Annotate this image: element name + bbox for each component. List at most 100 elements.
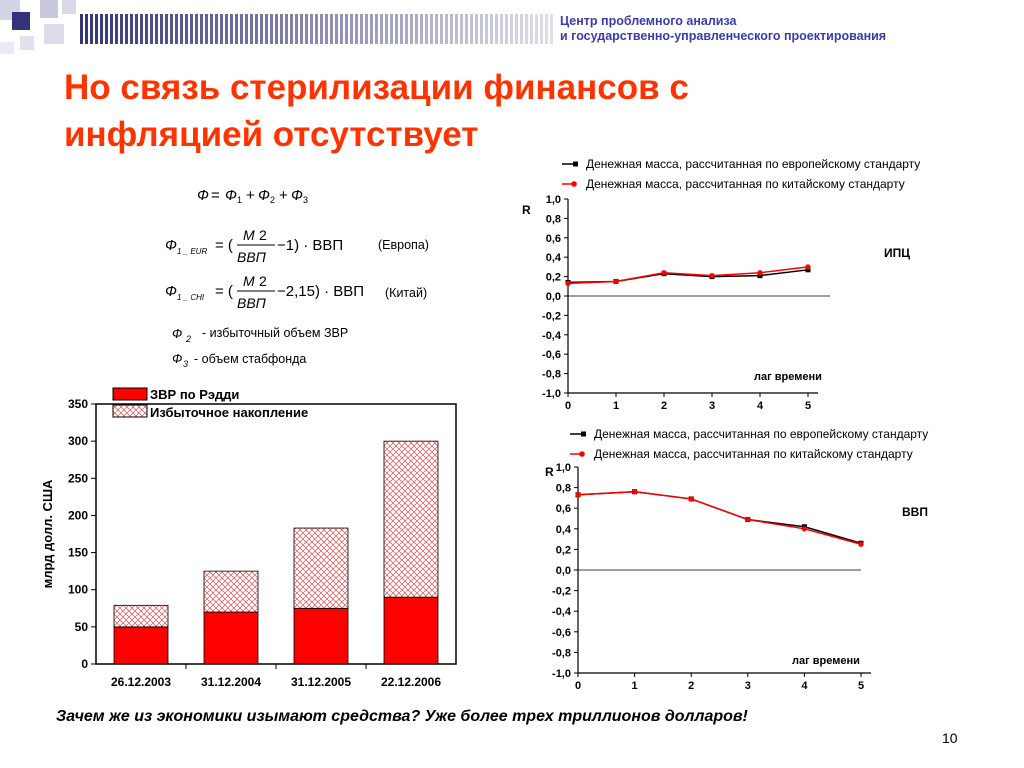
deco-square [0,42,14,54]
data-point-circle [575,492,581,498]
bar-x-tick-label: 31.12.2004 [201,675,261,689]
deco-square [20,36,34,50]
y-tick-label: 0,6 [556,503,571,515]
svg-text:−1) · ВВП: −1) · ВВП [277,237,343,254]
page-title: Но связь стерилизации финансов с инфляци… [64,64,884,158]
y-tick-label: 0,0 [556,565,571,577]
x-tick-label: 4 [757,400,764,412]
svg-text:2: 2 [185,334,191,344]
legend-label: Денежная масса, рассчитанная по китайско… [594,447,913,461]
y-tick-label: -0,2 [552,586,571,598]
svg-text:+: + [246,187,255,204]
svg-text:3: 3 [303,195,308,205]
y-axis-label: R [522,203,531,217]
bar-chart-plot: млрд долл. США 0 50 100 150 200 250 300 350 26.1… [40,397,457,689]
y-tick-label: 1,0 [556,462,571,474]
footer-question: Зачем же из экономики изымают средства? … [56,708,748,725]
data-point-circle [709,273,715,279]
bar-segment-reserves [383,596,439,665]
data-point-circle [688,496,694,502]
y-tick-label: -0,8 [542,369,561,381]
page-number: 10 [942,730,958,746]
x-tick-label: 4 [801,680,808,692]
series-line [577,490,862,544]
svg-text:M: M [243,273,255,289]
f2-note: - избыточный объем ЗВР [202,326,349,340]
y-tick-label: -1,0 [552,668,571,680]
y-axis-label: R [545,465,554,479]
deco-square [12,12,30,30]
svg-text:ВВП: ВВП [237,249,267,265]
svg-text:=: = [211,187,220,204]
x-tick-label: 0 [565,400,571,412]
y-tick-label: 0,8 [556,483,571,495]
y-tick-label: 0,2 [556,544,571,556]
data-point-circle [858,541,864,547]
y-tick-label: -0,2 [542,310,561,322]
symbol-f3: Ф 3 [172,351,188,369]
y-tick-label: 0,0 [546,291,561,303]
bar-x-tick-label: 22.12.2006 [381,675,441,689]
bar-legend-swatches [112,387,148,418]
svg-text:2: 2 [270,195,275,205]
bar-x-tick-label: 31.12.2005 [291,675,351,689]
bar-y-tick-label: 300 [68,434,88,448]
legend-label: Денежная масса, рассчитанная по европейс… [586,157,920,171]
data-point-circle [801,526,807,532]
data-point-circle [745,516,751,523]
svg-text:= (: = ( [215,237,233,254]
bar-y-tick-label: 50 [75,620,89,634]
data-point-circle [661,270,667,276]
svg-text:Ф: Ф [258,187,270,204]
formula-europe: Ф 1 _ EUR = ( M 2 ВВП −1) · ВВП [165,227,343,265]
deco-square [62,0,76,14]
bar-y-tick-label: 100 [68,583,88,597]
y-tick-label: 0,4 [556,524,572,536]
line-chart-cpi: Денежная масса, рассчитанная по европейс… [522,157,920,412]
data-point-circle [565,280,571,286]
bar-legend-label-2: Избыточное накопление [150,405,309,420]
bar-segment-reserves [113,626,169,665]
x-tick-label: 5 [858,680,864,692]
y-tick-label: -0,6 [552,627,571,639]
org-line-2: и государственно-управленческого проекти… [560,29,887,43]
svg-text:Ф: Ф [197,187,209,204]
deco-square [40,0,58,18]
bar-y-tick-label: 0 [81,657,88,671]
x-tick-label: 5 [805,400,811,412]
legend-marker-square [573,161,578,167]
svg-text:1 _ EUR: 1 _ EUR [177,247,207,256]
bar-segment-reserves [203,611,259,665]
bar-y-tick-label: 250 [68,471,88,485]
bar-y-tick-label: 150 [68,546,88,560]
svg-text:2: 2 [259,227,267,243]
x-tick-label: 3 [745,680,751,692]
series-line [567,266,809,285]
y-tick-label: -0,6 [542,349,561,361]
data-point-square [757,273,763,279]
line-chart-gdp: Денежная масса, рассчитанная по европейс… [545,427,928,692]
deco-square [44,24,64,44]
x-tick-label: 3 [709,400,715,412]
svg-text:= (: = ( [215,283,233,300]
bar-segment-excess [203,570,259,613]
svg-text:Ф: Ф [225,187,237,204]
svg-text:Ф: Ф [172,351,182,366]
y-tick-label: 0,8 [546,213,561,225]
bar-segment-excess [383,440,439,598]
data-point-circle [757,270,763,276]
svg-text:2: 2 [259,273,267,289]
legend-swatch-hatch [112,404,148,418]
organization-header: Центр проблемного анализа и государствен… [560,14,1000,44]
y-tick-label: -0,4 [542,330,562,342]
bar-y-tick-label: 200 [68,508,88,522]
svg-text:Ф: Ф [165,283,177,300]
y-tick-label: -0,4 [552,606,572,618]
x-tick-label: 1 [613,400,619,412]
y-tick-label: 0,2 [546,272,561,284]
legend-label: Денежная масса, рассчитанная по европейс… [594,427,928,441]
legend-marker-circle [571,181,577,187]
f3-note: - объем стабфонда [194,352,307,366]
formula-china: Ф 1 _ CHI = ( M 2 ВВП −2,15) · ВВП [165,273,364,311]
svg-text:1: 1 [237,195,242,205]
